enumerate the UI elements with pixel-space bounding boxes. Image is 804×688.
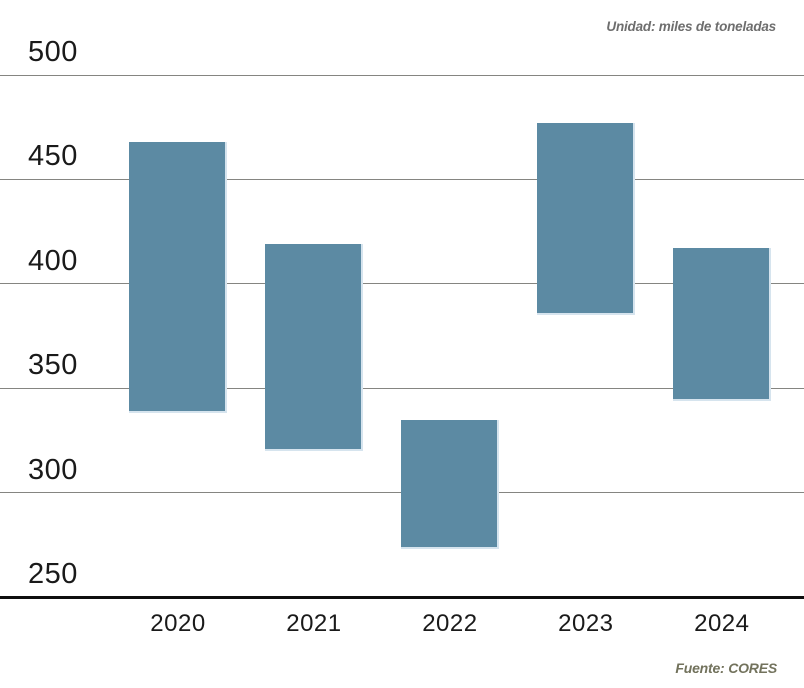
y-tick-label-250: 250 xyxy=(28,558,78,590)
unit-note: Unidad: miles de toneladas xyxy=(606,19,776,34)
y-tick-label-300: 300 xyxy=(28,453,78,486)
x-tick-label-2021: 2021 xyxy=(286,610,342,637)
gridline-500 xyxy=(0,74,804,76)
y-tick-label-500: 500 xyxy=(28,36,78,68)
gridline-450 xyxy=(0,178,804,180)
y-tick-label-350: 350 xyxy=(28,349,78,382)
range-bar-2020 xyxy=(129,141,227,414)
range-bar-2024 xyxy=(672,248,771,401)
y-tick-label-400: 400 xyxy=(28,244,78,277)
range-bar-2023 xyxy=(536,123,635,316)
x-axis-line xyxy=(0,596,804,599)
gridline-350 xyxy=(0,387,804,389)
range-bar-2021 xyxy=(264,244,363,451)
y-tick-label-450: 450 xyxy=(28,140,78,173)
x-tick-label-2024: 2024 xyxy=(694,610,750,637)
x-tick-label-2022: 2022 xyxy=(422,610,478,637)
range-bar-2022 xyxy=(400,419,499,549)
source-note: Fuente: CORES xyxy=(675,660,777,676)
x-tick-label-2023: 2023 xyxy=(558,610,614,637)
gridline-400 xyxy=(0,283,804,285)
x-tick-label-2020: 2020 xyxy=(150,610,206,637)
